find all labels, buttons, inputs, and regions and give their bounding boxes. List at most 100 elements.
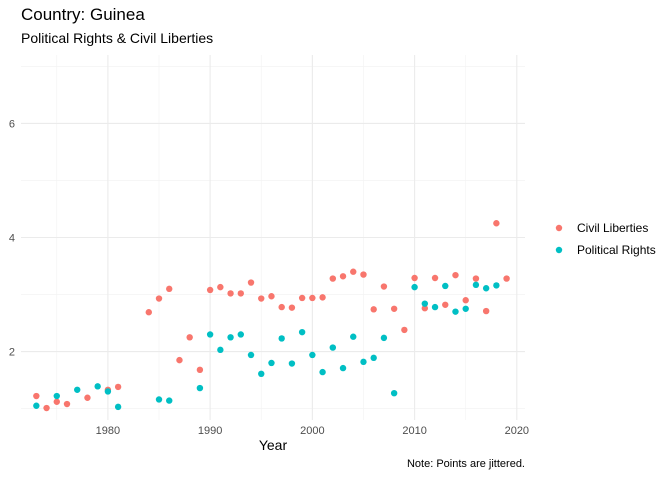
x-tick-label: 2000: [300, 425, 324, 437]
civil-liberties-point: [186, 334, 193, 341]
political-rights-point: [462, 305, 469, 312]
grid-major: [21, 55, 525, 420]
political-rights-point: [155, 396, 163, 403]
civil-liberties-point: [482, 307, 490, 315]
civil-liberties-point: [431, 274, 439, 282]
civil-liberties-point: [166, 285, 173, 293]
data-points: [33, 220, 510, 412]
political-rights-point: [237, 331, 244, 338]
chart-subtitle: Political Rights & Civil Liberties: [21, 30, 214, 46]
chart-caption: Note: Points are jittered.: [406, 458, 525, 470]
civil-liberties-point: [442, 301, 449, 308]
civil-liberties-point: [155, 295, 163, 302]
civil-liberties-point: [288, 304, 296, 311]
civil-liberties-point: [380, 283, 388, 290]
y-tick-label: 2: [9, 347, 15, 359]
political-rights-point: [370, 354, 377, 362]
legend-key-civil-liberties: [555, 224, 563, 232]
political-rights-point: [278, 335, 285, 342]
civil-liberties-point: [493, 220, 500, 227]
civil-liberties-point: [227, 290, 234, 297]
political-rights-point: [298, 328, 306, 336]
political-rights-point: [493, 282, 500, 289]
political-rights-point: [247, 351, 255, 359]
civil-liberties-point: [360, 271, 367, 278]
political-rights-point: [329, 344, 337, 351]
political-rights-point: [206, 331, 214, 338]
civil-liberties-point: [319, 294, 326, 301]
political-rights-point: [442, 282, 449, 290]
civil-liberties-point: [401, 326, 408, 334]
civil-liberties-point: [462, 297, 469, 304]
civil-liberties-point: [63, 400, 71, 408]
x-tick-label: 2010: [402, 425, 426, 437]
civil-liberties-point: [53, 398, 60, 405]
political-rights-point: [196, 384, 204, 392]
civil-liberties-point: [350, 268, 357, 275]
political-rights-point: [421, 300, 429, 307]
civil-liberties-point: [452, 271, 459, 279]
civil-liberties-point: [309, 294, 316, 302]
civil-liberties-point: [258, 295, 265, 302]
civil-liberties-point: [217, 283, 224, 291]
legend-key-political-rights: [555, 246, 563, 254]
civil-liberties-point: [196, 366, 204, 374]
political-rights-point: [258, 370, 265, 378]
civil-liberties-point: [390, 305, 398, 312]
civil-liberties-point: [370, 306, 377, 313]
civil-liberties-point: [278, 303, 285, 311]
political-rights-point: [268, 359, 275, 367]
political-rights-point: [350, 333, 357, 340]
political-rights-point: [472, 281, 480, 289]
x-tick-label: 1980: [96, 425, 120, 437]
political-rights-point: [452, 308, 459, 315]
y-tick-label: 4: [9, 233, 15, 245]
x-tick-label: 2020: [505, 425, 529, 437]
civil-liberties-point: [268, 293, 275, 300]
political-rights-point: [411, 283, 418, 291]
political-rights-point: [319, 368, 326, 376]
legend-label-civil-liberties: Civil Liberties: [577, 221, 648, 235]
political-rights-point: [94, 383, 101, 390]
political-rights-point: [309, 351, 316, 359]
political-rights-point: [114, 403, 122, 411]
political-rights-point: [360, 358, 367, 366]
civil-liberties-point: [472, 275, 480, 282]
civil-liberties-point: [247, 279, 255, 286]
civil-liberties-point: [503, 275, 510, 282]
x-tick-label: 1990: [198, 425, 222, 437]
political-rights-point: [74, 386, 81, 393]
civil-liberties-point: [411, 274, 418, 282]
civil-liberties-point: [206, 286, 214, 294]
political-rights-point: [431, 303, 439, 311]
political-rights-point: [482, 285, 490, 292]
civil-liberties-point: [421, 305, 429, 312]
political-rights-point: [390, 389, 398, 397]
political-rights-point: [288, 360, 296, 367]
civil-liberties-point: [145, 309, 152, 316]
civil-liberties-point: [84, 394, 91, 401]
x-tick-labels: 1980 1990 2000 2010 2020: [96, 425, 529, 437]
civil-liberties-point: [298, 294, 306, 302]
political-rights-point: [339, 364, 347, 372]
y-tick-label: 6: [9, 118, 15, 130]
civil-liberties-point: [339, 273, 347, 280]
civil-liberties-point: [114, 383, 122, 391]
civil-liberties-point: [43, 404, 50, 412]
political-rights-point: [166, 397, 173, 404]
legend: Civil Liberties Political Rights: [555, 221, 656, 257]
y-tick-labels: 2 4 6: [9, 118, 15, 358]
chart-title: Country: Guinea: [21, 5, 145, 24]
legend-label-political-rights: Political Rights: [577, 243, 656, 257]
political-rights-point: [33, 402, 40, 409]
civil-liberties-point: [176, 356, 183, 364]
political-rights-point: [217, 346, 224, 354]
political-rights-point: [227, 334, 234, 341]
political-rights-point: [104, 388, 112, 395]
civil-liberties-point: [33, 392, 40, 400]
civil-liberties-point: [329, 275, 337, 282]
political-rights-point: [380, 334, 388, 342]
civil-liberties-point: [237, 290, 244, 297]
political-rights-point: [53, 392, 60, 400]
